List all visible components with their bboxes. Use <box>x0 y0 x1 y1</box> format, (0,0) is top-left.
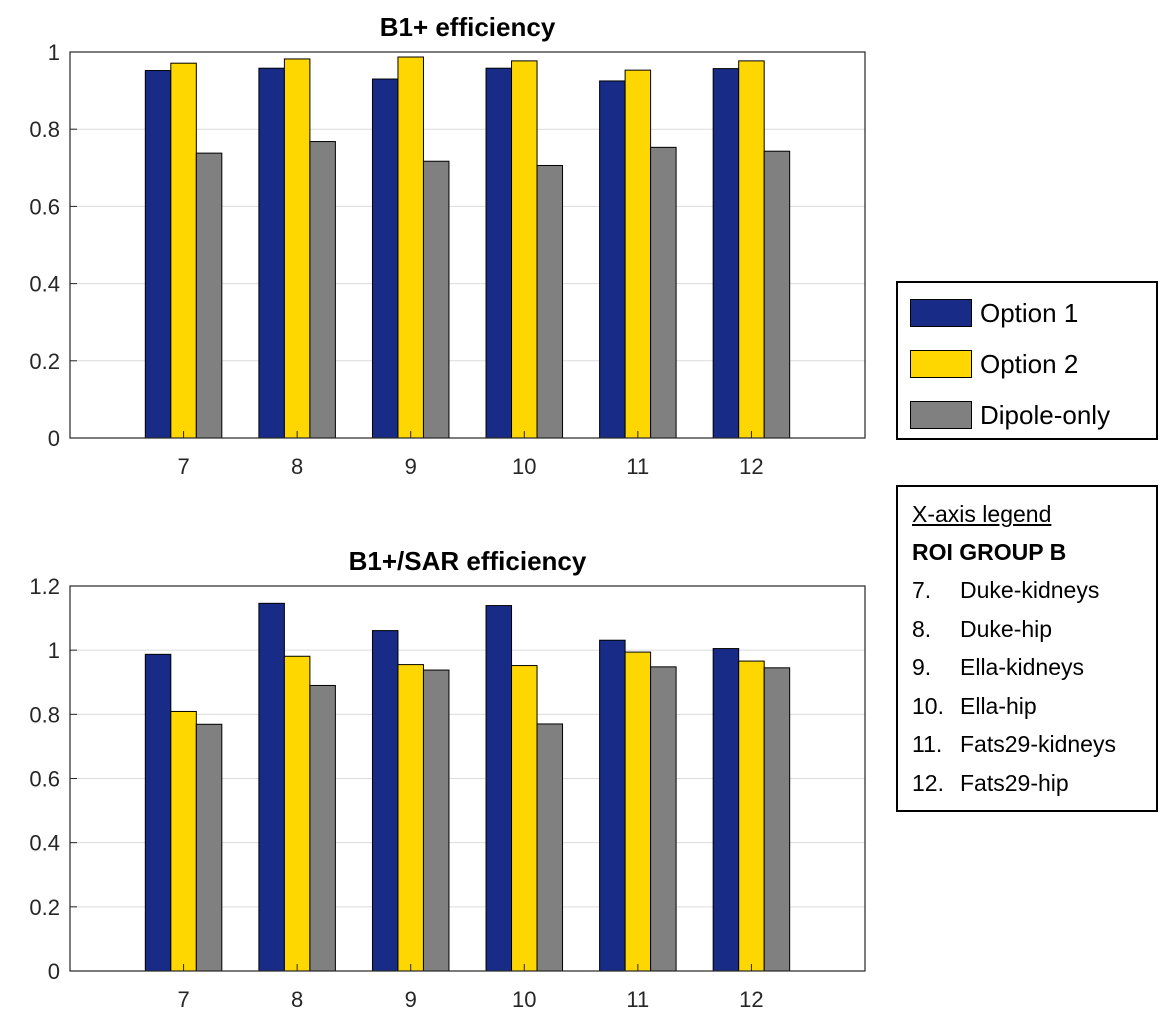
y-tick-label: 0.4 <box>29 272 60 297</box>
legend-swatch-option-1 <box>910 299 972 327</box>
x-axis-legend-title: X-axis legend <box>912 501 1052 527</box>
bar-option-1-12 <box>712 648 740 972</box>
axes-box <box>69 585 866 972</box>
legend-item-dipole-only: Dipole-only <box>910 398 1110 432</box>
bar-dipole-only-7 <box>195 152 223 439</box>
y-tick-label: 0.4 <box>29 831 60 856</box>
bar-dipole-only-10 <box>536 164 564 439</box>
y-tick-label: 0.2 <box>29 349 60 374</box>
x-tick-label: 11 <box>626 987 649 1012</box>
y-tick-label: 0.2 <box>29 895 60 920</box>
bar-option-1-11 <box>599 80 626 439</box>
bar-option-1-7 <box>144 653 172 972</box>
x-axis-legend-item: 12. Fats29-hip <box>912 764 1156 803</box>
y-tick-label: 0 <box>48 959 60 984</box>
axes-box <box>69 51 866 439</box>
x-axis-legend-item: 9. Ella-kidneys <box>912 648 1156 687</box>
x-tick-label: 7 <box>177 454 189 479</box>
bar-option-2-7 <box>170 710 197 972</box>
x-axis-legend-item: 10. Ella-hip <box>912 687 1156 726</box>
x-tick-label: 11 <box>626 454 649 479</box>
x-axis-legend-label: Duke-kidneys <box>960 577 1100 603</box>
x-axis-legend-number: 11. <box>912 731 943 757</box>
legend-label-dipole-only: Dipole-only <box>980 399 1111 430</box>
legend-item-option-1: Option 1 <box>910 296 1078 330</box>
bar-option-2-8 <box>283 655 311 972</box>
y-tick-label: 1.2 <box>29 574 60 599</box>
x-axis-legend-number: 10. <box>912 692 944 719</box>
x-axis-legend-label: Fats29-kidneys <box>960 731 1116 757</box>
bar-option-2-9 <box>397 664 424 972</box>
bar-option-1-8 <box>258 67 285 439</box>
y-tick-label: 0.6 <box>29 194 60 219</box>
x-axis-legend-label: Duke-hip <box>960 615 1053 642</box>
y-tick-label: 0 <box>48 426 60 451</box>
bar-dipole-only-7 <box>195 723 223 972</box>
x-axis-legend-item: 7. Duke-kidneys <box>912 571 1156 610</box>
x-axis-legend-number: 7. <box>912 577 932 603</box>
bar-dipole-only-11 <box>650 666 677 972</box>
x-tick-label: 10 <box>512 454 536 479</box>
bar-dipole-only-11 <box>650 146 677 439</box>
chart-title-b1-sar-efficiency: B1+/SAR efficiency <box>349 546 587 576</box>
legend-label-option-1: Option 1 <box>980 297 1079 328</box>
bar-option-2-10 <box>511 60 538 439</box>
bar-option-1-7 <box>144 70 172 439</box>
bar-dipole-only-12 <box>763 150 791 439</box>
x-tick-label: 9 <box>405 454 417 479</box>
bar-dipole-only-8 <box>309 141 336 439</box>
bar-option-2-11 <box>624 69 652 439</box>
x-axis-legend-item: 11. Fats29-kidneys <box>912 725 1156 764</box>
charts-area: 0 0.2 0.4 0.6 0.8 1 7 8 9 10 11 12 B1+ efficiency 0 0.… <box>29 12 866 1012</box>
y-tick-label: 1 <box>48 40 60 65</box>
bar-option-1-10 <box>485 67 513 439</box>
x-tick-label: 12 <box>739 454 763 479</box>
bar-option-2-12 <box>738 660 765 972</box>
x-axis-legend-number: 8. <box>912 615 932 642</box>
x-tick-label: 12 <box>739 987 763 1012</box>
chart-title-b1-efficiency: B1+ efficiency <box>380 12 556 42</box>
x-tick-label: 7 <box>177 987 189 1012</box>
x-tick-label: 10 <box>512 987 536 1012</box>
legend-label-option-2: Option 2 <box>980 348 1079 379</box>
roi-group-label: ROI GROUP B <box>912 539 1067 565</box>
x-tick-label: 9 <box>405 987 417 1012</box>
bar-option-2-9 <box>397 56 424 439</box>
series-legend: Option 1 Option 2 Dipole-only <box>896 281 1158 440</box>
x-axis-legend: X-axis legend ROI GROUP B 7. Duke-kidney… <box>896 485 1158 812</box>
bar-option-1-10 <box>485 605 513 972</box>
legend-swatch-option-2 <box>910 350 972 378</box>
x-axis-legend-item: 8. Duke-hip <box>912 610 1156 649</box>
bar-dipole-only-8 <box>309 684 336 972</box>
bar-option-2-8 <box>283 58 311 439</box>
x-axis-legend-label: Fats29-hip <box>960 769 1069 796</box>
x-axis-legend-label: Ella-hip <box>960 692 1037 719</box>
bar-option-2-10 <box>511 665 538 972</box>
bar-dipole-only-9 <box>422 669 450 972</box>
bar-dipole-only-9 <box>422 160 450 439</box>
y-tick-label: 1 <box>48 638 60 663</box>
bar-dipole-only-12 <box>763 667 791 972</box>
bar-option-2-12 <box>738 60 765 439</box>
bar-option-1-9 <box>371 630 399 972</box>
x-axis-legend-label: Ella-kidneys <box>960 654 1084 680</box>
legend-swatch-dipole-only <box>910 401 972 429</box>
bar-option-2-7 <box>170 62 197 439</box>
bar-option-2-11 <box>624 651 652 972</box>
bar-option-1-11 <box>599 639 626 972</box>
x-axis-legend-number: 12. <box>912 769 944 796</box>
x-tick-label: 8 <box>291 454 303 479</box>
bar-option-1-12 <box>712 68 740 439</box>
x-axis-legend-number: 9. <box>912 654 932 680</box>
bar-option-1-9 <box>371 78 399 439</box>
y-tick-label: 0.8 <box>29 117 60 142</box>
y-tick-label: 0.6 <box>29 767 60 792</box>
bar-dipole-only-10 <box>536 723 564 972</box>
x-tick-label: 8 <box>291 987 303 1012</box>
bar-option-1-8 <box>258 602 285 972</box>
legend-item-option-2: Option 2 <box>910 347 1078 381</box>
y-tick-label: 0.8 <box>29 702 60 727</box>
